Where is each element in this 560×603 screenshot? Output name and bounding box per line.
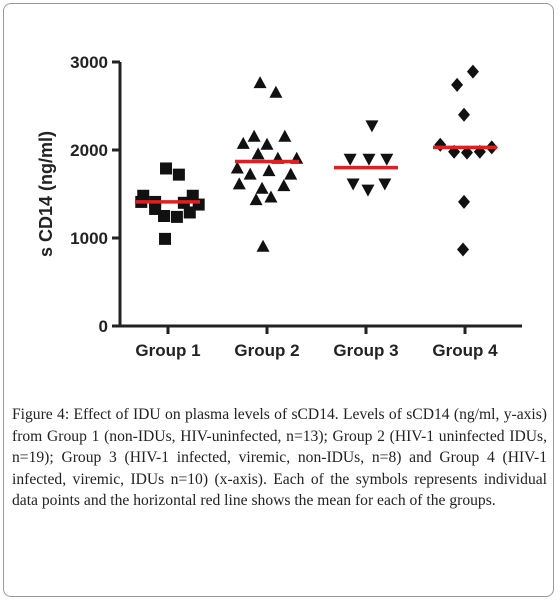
data-point bbox=[170, 210, 183, 223]
data-point bbox=[158, 210, 171, 222]
data-point bbox=[380, 153, 394, 166]
data-point bbox=[260, 137, 274, 150]
data-point bbox=[230, 161, 244, 174]
chart-marks bbox=[135, 64, 498, 257]
data-point bbox=[343, 153, 357, 166]
data-point bbox=[284, 167, 298, 180]
data-point bbox=[269, 85, 283, 98]
data-point bbox=[172, 168, 185, 181]
data-point bbox=[256, 239, 270, 252]
data-point bbox=[159, 232, 172, 245]
scatter-chart: 0 1000 2000 3000 Group 1 Group 2 Group 3 Group … bbox=[36, 53, 522, 360]
data-point bbox=[361, 184, 375, 197]
chart-axes: 0 1000 2000 3000 Group 1 Group 2 Group 3 Group … bbox=[36, 53, 522, 360]
data-point bbox=[457, 242, 470, 257]
data-point bbox=[183, 206, 196, 219]
data-point bbox=[232, 177, 246, 190]
data-point bbox=[460, 145, 473, 160]
caption-label: Figure 4: bbox=[12, 406, 70, 423]
data-point bbox=[362, 153, 376, 166]
x-tick-label: Group 3 bbox=[333, 341, 398, 360]
y-tick-label: 2000 bbox=[70, 141, 108, 160]
data-point bbox=[236, 136, 250, 149]
data-point bbox=[466, 64, 479, 79]
data-point bbox=[264, 190, 278, 203]
figure-frame bbox=[3, 3, 554, 597]
data-point bbox=[278, 129, 292, 142]
data-point bbox=[346, 178, 360, 191]
y-tick-label: 0 bbox=[99, 317, 108, 336]
y-tick-label: 1000 bbox=[70, 229, 108, 248]
data-point bbox=[255, 181, 269, 194]
data-point bbox=[249, 193, 263, 206]
x-tick-label: Group 2 bbox=[234, 341, 299, 360]
data-point bbox=[458, 194, 471, 209]
data-point bbox=[253, 76, 267, 89]
y-tick-label: 3000 bbox=[70, 53, 108, 72]
y-axis-label: s CD14 (ng/ml) bbox=[36, 131, 56, 257]
data-point bbox=[434, 137, 447, 152]
data-point bbox=[365, 120, 379, 133]
data-point bbox=[262, 164, 276, 177]
data-point bbox=[160, 162, 173, 175]
data-point bbox=[451, 77, 464, 92]
x-tick-label: Group 4 bbox=[432, 341, 498, 360]
x-tick-label: Group 1 bbox=[135, 341, 200, 360]
data-point bbox=[458, 107, 471, 122]
data-point bbox=[277, 179, 291, 192]
caption-text: Effect of IDU on plasma levels of sCD14.… bbox=[12, 406, 548, 510]
data-point bbox=[243, 167, 257, 180]
data-point bbox=[251, 147, 265, 160]
data-point bbox=[378, 178, 392, 191]
data-point bbox=[247, 129, 261, 142]
figure-caption: Figure 4: Effect of IDU on plasma levels… bbox=[12, 404, 547, 512]
